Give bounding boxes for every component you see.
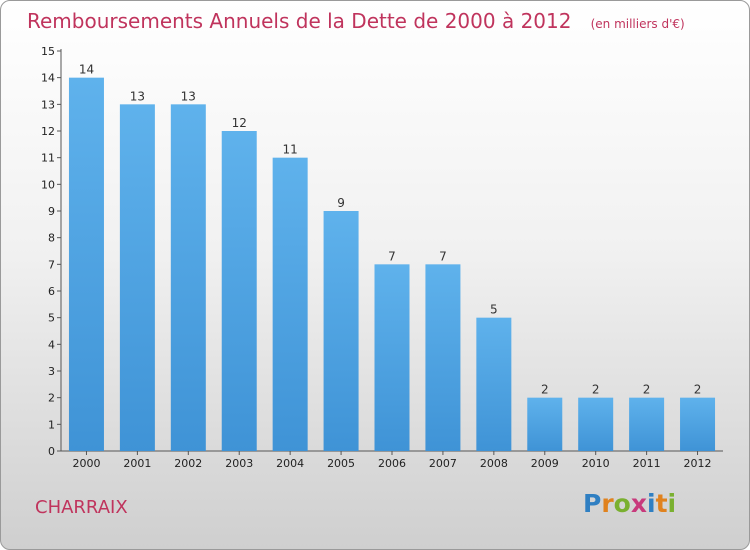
bar xyxy=(119,104,155,451)
commune-name: CHARRAIX xyxy=(35,497,128,518)
y-tick-label: 13 xyxy=(41,98,55,111)
y-tick-label: 1 xyxy=(48,418,55,431)
data-label: 12 xyxy=(232,116,247,130)
bar xyxy=(170,104,206,451)
x-tick-label: 2004 xyxy=(276,457,304,470)
y-tick-label: 6 xyxy=(48,285,55,298)
x-tick-label: 2007 xyxy=(429,457,457,470)
y-tick-label: 11 xyxy=(41,152,55,165)
x-tick-label: 2012 xyxy=(684,457,712,470)
x-tick-label: 2008 xyxy=(480,457,508,470)
x-tick-label: 2003 xyxy=(225,457,253,470)
x-tick-label: 2010 xyxy=(582,457,610,470)
y-tick-label: 12 xyxy=(41,125,55,138)
y-tick-label: 8 xyxy=(48,232,55,245)
y-tick-label: 9 xyxy=(48,205,55,218)
x-tick-label: 2011 xyxy=(633,457,661,470)
logo-letter: r xyxy=(601,489,614,518)
data-label: 7 xyxy=(388,249,396,263)
data-label: 2 xyxy=(541,383,549,397)
data-label: 13 xyxy=(181,89,196,103)
data-label: 13 xyxy=(130,89,145,103)
x-tick-label: 2006 xyxy=(378,457,406,470)
y-tick-label: 5 xyxy=(48,312,55,325)
bar xyxy=(272,157,308,451)
y-tick-label: 15 xyxy=(41,45,55,58)
proxiti-logo: Proxiti xyxy=(583,489,676,518)
logo-letter: o xyxy=(613,489,631,518)
x-tick-label: 2002 xyxy=(174,457,202,470)
bar xyxy=(629,397,665,451)
logo-letter: t xyxy=(655,489,668,518)
y-tick-label: 3 xyxy=(48,365,55,378)
data-label: 7 xyxy=(439,249,447,263)
bar xyxy=(476,317,512,451)
bar xyxy=(680,397,716,451)
bar xyxy=(374,264,410,451)
title-block: Remboursements Annuels de la Dette de 20… xyxy=(27,9,685,33)
x-tick-label: 2005 xyxy=(327,457,355,470)
data-label: 2 xyxy=(643,383,651,397)
logo-letter: i xyxy=(647,489,656,518)
y-tick-label: 7 xyxy=(48,258,55,271)
logo-letter: P xyxy=(583,489,602,518)
unit-label: (en milliers d'€) xyxy=(590,17,685,31)
bar xyxy=(425,264,461,451)
logo-letter: i xyxy=(667,489,677,518)
bar xyxy=(527,397,563,451)
data-label: 2 xyxy=(592,383,600,397)
y-tick-label: 0 xyxy=(48,445,55,458)
data-label: 9 xyxy=(337,196,345,210)
bar xyxy=(68,77,104,452)
bar xyxy=(578,397,614,451)
y-tick-label: 2 xyxy=(48,392,55,405)
data-label: 11 xyxy=(283,143,298,157)
logo-letter: x xyxy=(630,489,647,518)
x-tick-label: 2000 xyxy=(72,457,100,470)
x-tick-label: 2001 xyxy=(123,457,151,470)
bar xyxy=(323,211,359,451)
chart-title: Remboursements Annuels de la Dette de 20… xyxy=(27,9,572,33)
x-tick-label: 2009 xyxy=(531,457,559,470)
y-tick-label: 4 xyxy=(48,338,55,351)
y-tick-label: 10 xyxy=(41,178,55,191)
data-label: 14 xyxy=(79,63,94,77)
data-label: 2 xyxy=(694,383,702,397)
bar xyxy=(221,131,257,451)
y-tick-label: 14 xyxy=(41,72,55,85)
data-label: 5 xyxy=(490,303,498,317)
